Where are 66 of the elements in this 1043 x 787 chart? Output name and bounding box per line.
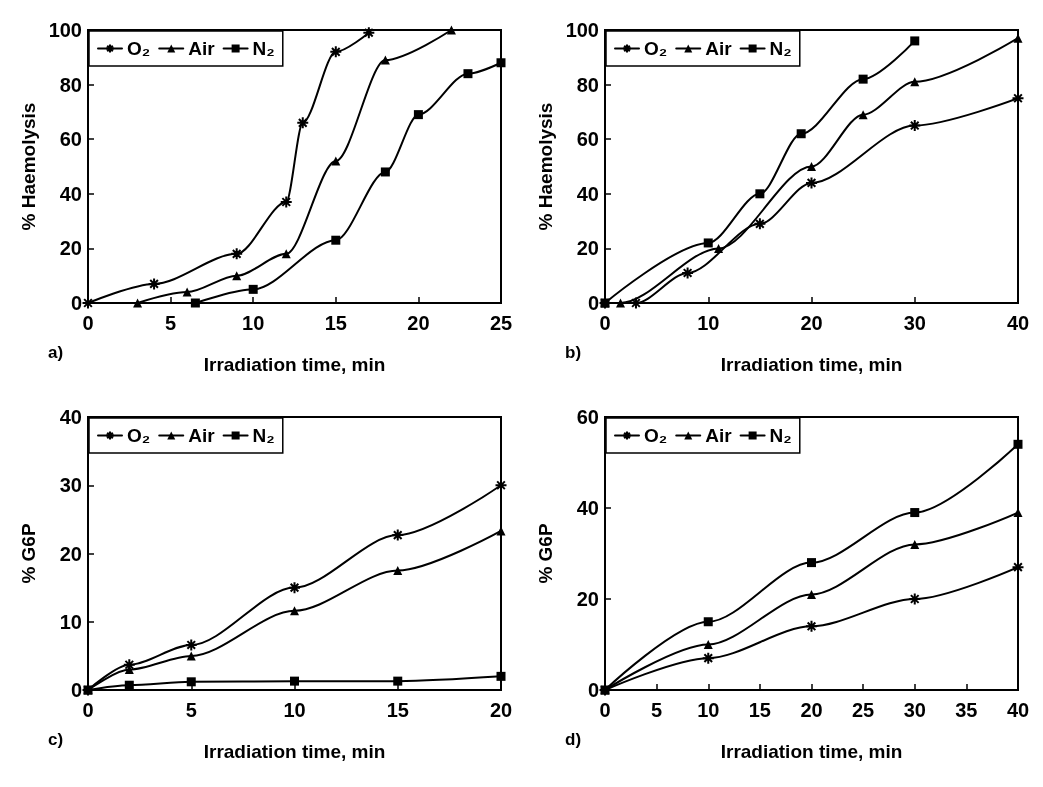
legend-label: Air <box>188 425 216 446</box>
y-tick-label: 10 <box>59 610 82 633</box>
y-tick-label: 20 <box>576 588 599 610</box>
legend-label: N₂ <box>252 38 275 59</box>
legend-label: Air <box>705 425 733 446</box>
x-tick-label: 5 <box>651 699 663 721</box>
y-tick-label: 20 <box>59 542 82 565</box>
x-tick-label: 10 <box>697 312 720 334</box>
y-tick-label: 60 <box>59 128 82 151</box>
x-tick-label: 5 <box>165 312 177 334</box>
y-tick-label: 100 <box>565 19 599 41</box>
x-tick-label: 35 <box>955 699 978 721</box>
x-tick-label: 15 <box>324 312 347 334</box>
x-tick-label: 40 <box>1006 312 1030 334</box>
legend-label: N₂ <box>769 38 792 59</box>
legend-label: Air <box>705 38 733 59</box>
x-axis-title: Irradiation time, min <box>203 354 386 375</box>
y-tick-label: 100 <box>48 19 82 41</box>
y-tick-label: 20 <box>59 237 82 260</box>
y-axis-title: % G6P <box>18 523 39 584</box>
y-axis-title: % Haemolysis <box>17 102 39 231</box>
legend-label: N₂ <box>769 425 792 446</box>
text: c) <box>48 730 64 749</box>
x-tick-label: 10 <box>697 699 720 721</box>
x-tick-label: 10 <box>283 699 306 721</box>
legend-label: O₂ <box>127 38 151 59</box>
x-tick-label: 10 <box>242 312 265 334</box>
y-tick-label: 30 <box>59 474 82 497</box>
x-tick-label: 15 <box>386 699 409 721</box>
y-tick-label: 0 <box>587 292 599 314</box>
y-tick-label: 80 <box>59 73 82 96</box>
x-axis-title: Irradiation time, min <box>720 354 903 375</box>
legend-label: O₂ <box>127 425 151 446</box>
y-tick-label: 0 <box>587 679 599 701</box>
x-tick-label: 30 <box>903 312 926 334</box>
text: d) <box>565 730 582 749</box>
x-tick-label: 15 <box>748 699 771 721</box>
legend-label: N₂ <box>252 425 275 446</box>
y-tick-label: 60 <box>576 406 599 428</box>
x-tick-label: 20 <box>800 699 823 721</box>
x-tick-label: 5 <box>185 699 197 721</box>
y-tick-label: 0 <box>70 292 82 314</box>
x-tick-label: 40 <box>1006 699 1030 721</box>
y-axis-title: % G6P <box>535 523 556 584</box>
y-tick-label: 80 <box>576 73 599 96</box>
y-tick-label: 20 <box>576 237 599 260</box>
y-tick-label: 60 <box>576 128 599 151</box>
legend-label: O₂ <box>644 38 668 59</box>
legend-label: O₂ <box>644 425 668 446</box>
y-tick-label: 40 <box>576 182 599 205</box>
text: a) <box>48 343 64 362</box>
y-tick-label: 40 <box>59 182 82 205</box>
x-axis-title: Irradiation time, min <box>203 741 386 762</box>
y-tick-label: 40 <box>576 497 599 519</box>
legend-label: Air <box>188 38 216 59</box>
y-axis-title: % Haemolysis <box>534 102 556 231</box>
x-tick-label: 20 <box>489 699 513 721</box>
y-tick-label: 40 <box>59 406 82 428</box>
x-tick-label: 30 <box>903 699 926 721</box>
x-tick-label: 20 <box>407 312 430 334</box>
x-tick-label: 25 <box>489 312 513 334</box>
x-tick-label: 25 <box>852 699 875 721</box>
x-tick-label: 20 <box>800 312 823 334</box>
y-tick-label: 0 <box>70 679 82 701</box>
x-axis-title: Irradiation time, min <box>720 741 903 762</box>
text: b) <box>565 343 582 362</box>
